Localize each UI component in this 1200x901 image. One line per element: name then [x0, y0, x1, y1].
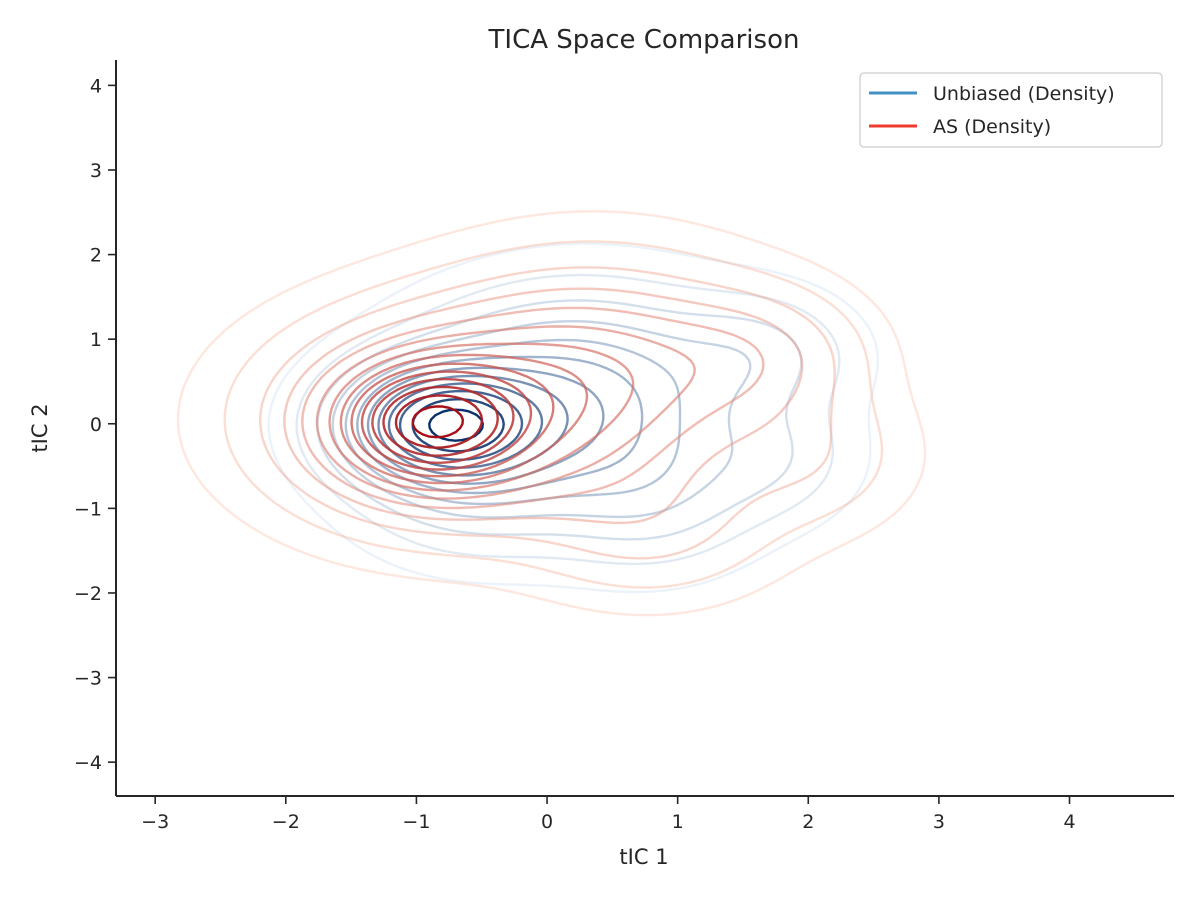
x-tick-label: −1: [402, 811, 430, 833]
y-tick-label: 4: [90, 75, 102, 97]
chart-title: TICA Space Comparison: [488, 25, 800, 55]
y-tick-label: −3: [74, 668, 102, 690]
as-contour-line: [339, 353, 589, 485]
unbiased-contour-line: [267, 242, 879, 594]
as-contour-line: [371, 378, 515, 464]
x-tick-label: 2: [802, 811, 814, 833]
x-tick-label: −2: [272, 811, 300, 833]
y-tick-label: 0: [90, 414, 102, 436]
contour-plot: [176, 210, 927, 617]
y-axis-label: tIC 2: [28, 403, 52, 452]
unbiased-contour-line: [295, 273, 841, 566]
as-contour-line: [283, 287, 804, 525]
x-axis-label: tIC 1: [619, 845, 668, 869]
as-contour-line: [328, 342, 635, 492]
y-tick-label: −2: [74, 583, 102, 605]
as-contour-line: [176, 210, 927, 617]
legend-label-as: AS (Density): [933, 116, 1051, 138]
x-tick-label: −3: [141, 811, 169, 833]
x-tick-label: 0: [541, 811, 553, 833]
y-tick-label: −1: [74, 498, 102, 520]
y-axis-ticks: −4 −3 −2 −1 0 1 2 3 4: [74, 75, 116, 774]
legend: Unbiased (Density) AS (Density): [859, 72, 1163, 148]
as-contour-line: [301, 306, 765, 510]
y-tick-label: 3: [90, 160, 102, 182]
x-tick-label: 3: [933, 811, 945, 833]
x-tick-label: 1: [672, 811, 684, 833]
y-tick-label: −4: [74, 752, 102, 774]
legend-box: [859, 72, 1163, 148]
x-tick-label: 4: [1063, 811, 1075, 833]
as-contour-line: [259, 266, 836, 560]
y-tick-label: 1: [90, 329, 102, 351]
as-contour-line: [315, 325, 696, 500]
as-contour-line: [411, 405, 464, 439]
as-contour-line: [382, 385, 499, 457]
as-contour-line: [394, 394, 484, 449]
as-contour-line: [350, 362, 555, 478]
as-contour-line: [360, 370, 533, 471]
legend-label-unbiased: Unbiased (Density): [933, 83, 1115, 105]
y-tick-label: 2: [90, 245, 102, 267]
as-contour-line: [223, 240, 884, 589]
x-axis-ticks: −3 −2 −1 0 1 2 3 4: [141, 796, 1076, 833]
